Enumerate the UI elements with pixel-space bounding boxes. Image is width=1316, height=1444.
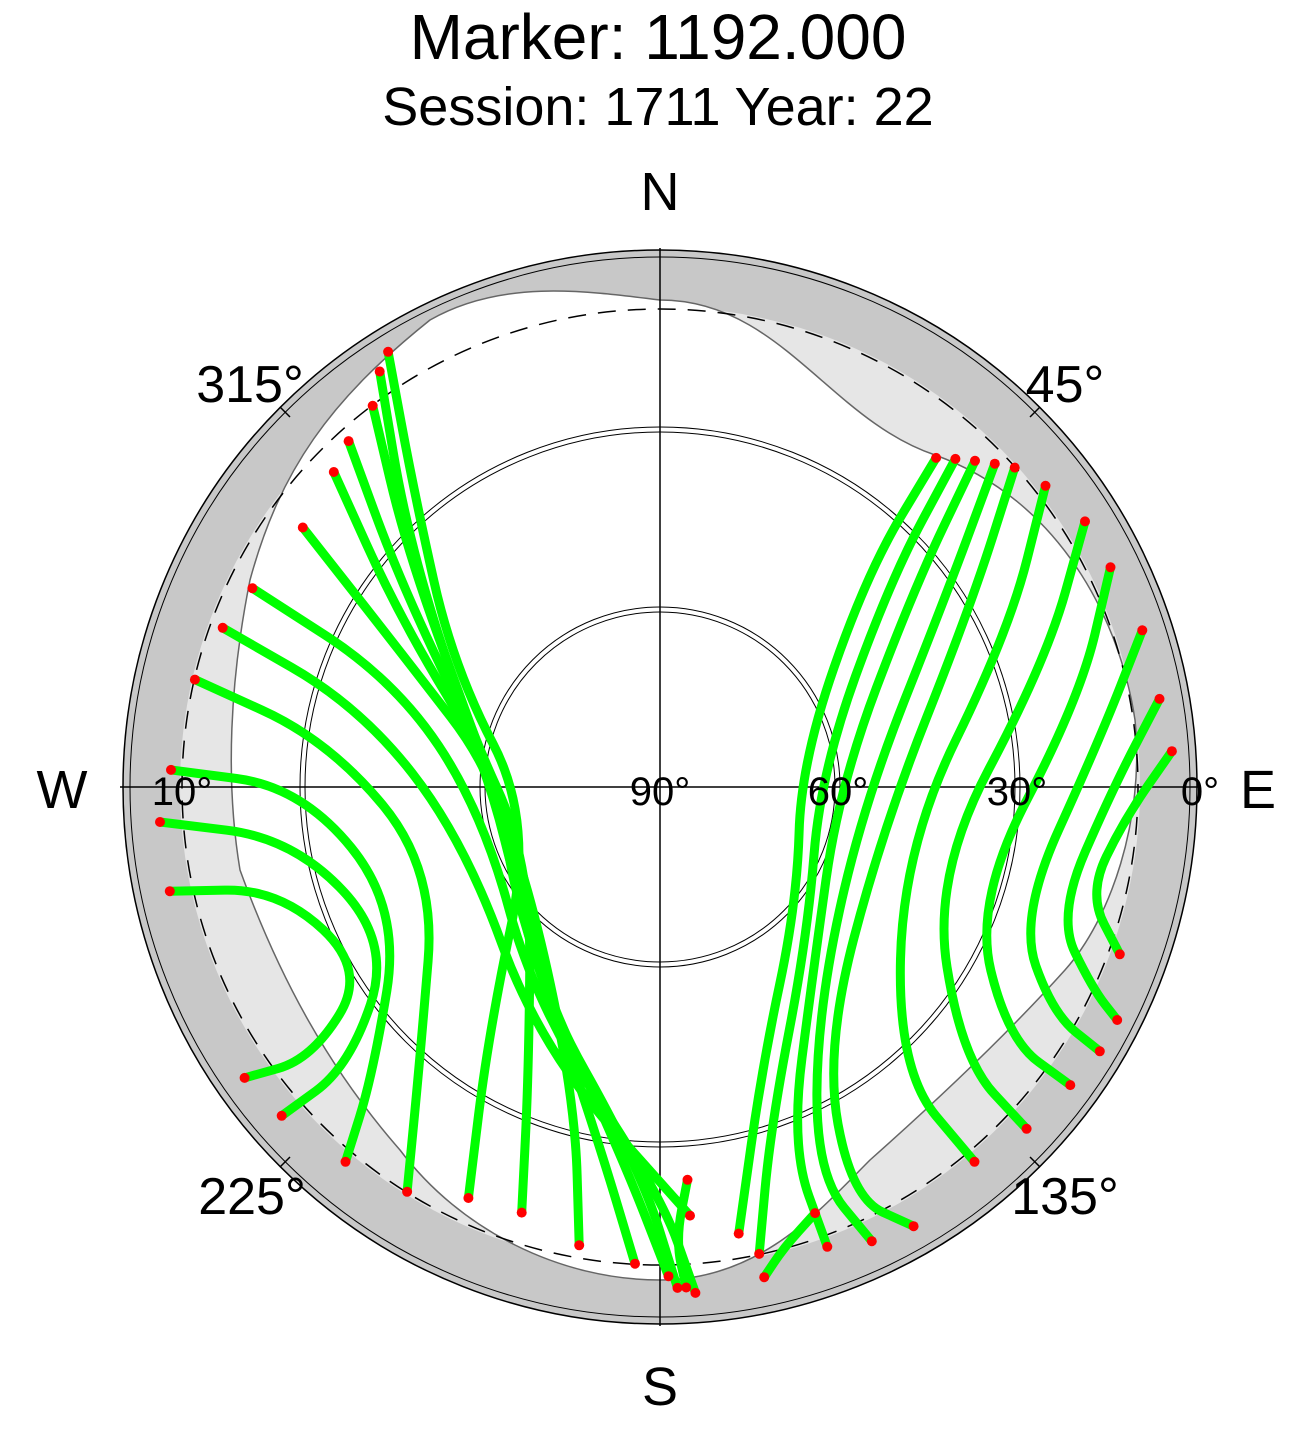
track-24-start-point xyxy=(810,1208,821,1219)
track-7-start-point xyxy=(247,583,258,594)
elevation-label-90: 90° xyxy=(630,770,691,814)
satellite-track-19 xyxy=(939,516,1090,1134)
track-25-start-point xyxy=(682,1174,693,1185)
satellite-track-14 xyxy=(754,454,960,1259)
satellite-track-11 xyxy=(155,817,382,1121)
track-9-end-point xyxy=(402,1186,413,1197)
track-24-end-point xyxy=(759,1272,770,1283)
track-12-end-point xyxy=(239,1072,250,1083)
azimuth-label-135: 135° xyxy=(1011,1168,1119,1226)
chart-title: Marker: 1192.000 xyxy=(409,1,907,73)
track-18-start-point xyxy=(1040,480,1051,491)
track-9-start-point xyxy=(189,674,200,685)
track-10-start-point xyxy=(166,764,176,775)
chart-subtitle: Session: 1711 Year: 22 xyxy=(382,77,934,137)
track-endpoints xyxy=(155,346,1177,1298)
satellite-track-15 xyxy=(793,456,980,1252)
track-17-start-point xyxy=(1009,462,1020,473)
satellite-track-21 xyxy=(1026,625,1147,1056)
track-3-end-point xyxy=(574,1240,585,1251)
azimuth-label-45: 45° xyxy=(1026,356,1105,414)
satellite-track-18 xyxy=(895,481,1050,1167)
track-20-start-point xyxy=(1105,562,1116,573)
track-19-end-point xyxy=(1021,1123,1032,1134)
track-16-start-point xyxy=(989,458,1000,469)
track-25-end-point xyxy=(681,1282,692,1293)
track-11-start-point xyxy=(155,817,165,827)
track-8-start-point xyxy=(217,622,228,633)
azimuth-label-315: 315° xyxy=(196,356,304,414)
track-5-end-point xyxy=(663,1271,674,1282)
track-6-end-point xyxy=(672,1282,683,1293)
satellite-track-16 xyxy=(812,459,1000,1246)
track-10-end-point xyxy=(340,1156,351,1167)
track-12-start-point xyxy=(164,886,175,897)
satellite-track-1 xyxy=(383,347,524,1203)
track-18-end-point xyxy=(969,1156,980,1167)
track-2-start-point xyxy=(374,366,385,377)
track-14-start-point xyxy=(950,453,961,464)
track-19-start-point xyxy=(1080,516,1090,527)
track-15-start-point xyxy=(970,455,980,466)
elevation-label-0: 0° xyxy=(1181,770,1219,814)
compass-e: E xyxy=(1240,760,1276,820)
azimuth-label-225: 225° xyxy=(198,1168,306,1226)
track-15-end-point xyxy=(822,1241,833,1252)
elevation-label-60: 60° xyxy=(808,770,869,814)
elevation-label-30: 30° xyxy=(987,770,1048,814)
track-23-start-point xyxy=(1166,746,1177,757)
track-2-end-point xyxy=(516,1207,527,1218)
compass-w: W xyxy=(37,760,88,820)
satellite-tracks xyxy=(155,347,1177,1298)
track-13-end-point xyxy=(733,1228,744,1239)
track-4-end-point xyxy=(630,1258,640,1269)
track-14-end-point xyxy=(754,1248,765,1259)
track-23-end-point xyxy=(1114,949,1125,960)
track-5-start-point xyxy=(328,467,339,477)
tick-315 xyxy=(279,406,291,418)
track-13-start-point xyxy=(931,452,942,463)
track-11-end-point xyxy=(276,1110,287,1121)
tick-225 xyxy=(279,1156,291,1168)
track-21-start-point xyxy=(1137,625,1148,636)
tick-45 xyxy=(1029,406,1041,418)
track-6-start-point xyxy=(297,522,308,533)
track-16-end-point xyxy=(866,1236,877,1247)
satellite-track-20 xyxy=(982,562,1115,1090)
track-17-end-point xyxy=(908,1221,919,1232)
satellite-track-9 xyxy=(190,675,434,1197)
elevation-label-10: 10° xyxy=(152,770,213,814)
satellite-track-23 xyxy=(1092,746,1177,959)
satellite-track-12 xyxy=(165,885,355,1083)
track-20-end-point xyxy=(1065,1080,1076,1091)
track-4-start-point xyxy=(343,436,354,447)
track-1-end-point xyxy=(463,1193,474,1203)
tick-135 xyxy=(1029,1156,1041,1168)
track-7-end-point xyxy=(690,1287,701,1298)
compass-s: S xyxy=(642,1357,678,1417)
compass-n: N xyxy=(641,162,680,222)
track-22-start-point xyxy=(1154,693,1165,704)
track-21-end-point xyxy=(1094,1046,1105,1057)
satellite-track-8 xyxy=(218,623,695,1221)
satellite-track-13 xyxy=(734,453,941,1239)
track-8-end-point xyxy=(685,1210,695,1221)
satellite-track-10 xyxy=(166,765,395,1167)
satellite-track-22 xyxy=(1063,694,1164,1025)
track-1-start-point xyxy=(383,346,394,357)
satellite-track-17 xyxy=(829,463,1020,1231)
track-3-start-point xyxy=(367,400,378,411)
track-22-end-point xyxy=(1112,1015,1123,1025)
